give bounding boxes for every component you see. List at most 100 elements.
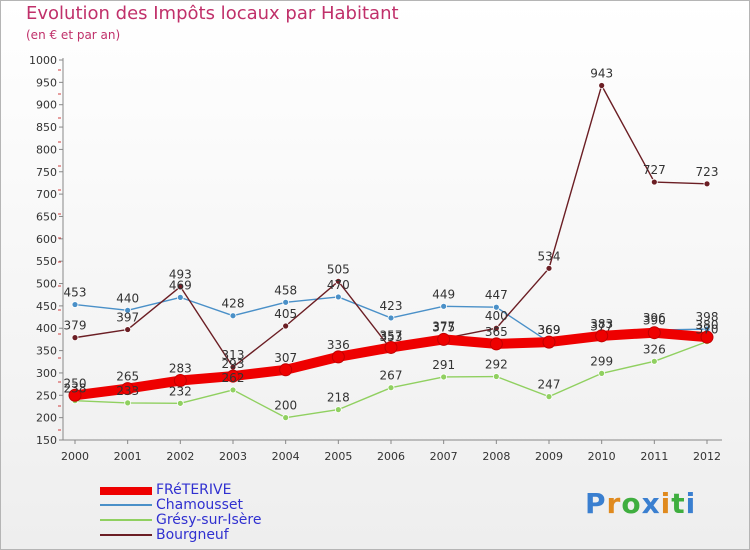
data-label: 326 <box>643 342 666 356</box>
x-tick-label: 2004 <box>272 450 300 463</box>
data-label: 232 <box>169 384 192 398</box>
y-tick-label: 800 <box>36 143 57 156</box>
logo-letter: r <box>606 487 622 520</box>
x-tick-label: 2012 <box>693 450 721 463</box>
data-point <box>176 293 184 301</box>
data-label: 379 <box>64 319 87 333</box>
data-label: 727 <box>643 163 666 177</box>
x-tick-label: 2001 <box>114 450 142 463</box>
data-point <box>492 373 500 380</box>
x-tick-label: 2011 <box>640 450 668 463</box>
logo-letter: x <box>641 487 661 520</box>
data-point <box>647 326 661 340</box>
x-tick-label: 2003 <box>219 450 247 463</box>
y-tick-label: 250 <box>36 389 57 402</box>
data-point <box>598 369 606 377</box>
data-label: 218 <box>327 391 350 405</box>
data-point <box>489 337 503 351</box>
data-point <box>229 386 237 394</box>
y-tick-label: 450 <box>36 300 57 313</box>
data-label: 383 <box>590 317 613 331</box>
y-tick-label: 1000 <box>29 54 57 67</box>
data-label: 299 <box>590 354 613 368</box>
data-label: 238 <box>64 382 87 396</box>
data-label: 313 <box>222 348 245 362</box>
data-point <box>334 406 342 414</box>
data-point <box>229 312 237 320</box>
data-label: 247 <box>538 378 561 392</box>
data-point <box>650 178 658 186</box>
data-point <box>173 374 187 388</box>
data-point <box>703 180 711 188</box>
data-label: 469 <box>169 278 192 292</box>
legend-label: Chamousset <box>156 497 243 513</box>
chart-title: Evolution des Impôts locaux par Habitant <box>26 3 399 24</box>
data-label: 493 <box>169 268 192 282</box>
data-point <box>124 399 132 407</box>
data-point <box>387 314 395 322</box>
data-point <box>71 334 79 342</box>
y-tick-label: 400 <box>36 322 57 335</box>
data-label: 428 <box>222 297 245 311</box>
data-label: 233 <box>116 384 139 398</box>
series-points <box>68 82 714 422</box>
data-point <box>595 329 609 343</box>
chart-subtitle: (en € et par an) <box>26 28 121 42</box>
data-label: 943 <box>590 66 613 80</box>
data-point <box>68 388 82 402</box>
data-label: 447 <box>485 288 508 302</box>
x-tick-label: 2000 <box>61 450 89 463</box>
legend-label: FRéTERIVE <box>156 482 232 498</box>
data-label: 377 <box>590 320 613 334</box>
data-label: 505 <box>327 262 350 276</box>
data-point <box>492 324 500 332</box>
data-label: 292 <box>485 358 508 372</box>
y-tick-label: 650 <box>36 210 57 223</box>
data-label: 723 <box>696 165 719 179</box>
data-label: 267 <box>380 369 403 383</box>
data-label: 453 <box>64 286 87 300</box>
data-label: 262 <box>222 371 245 385</box>
data-label: 377 <box>432 320 455 334</box>
data-point <box>437 332 451 346</box>
data-label: 291 <box>432 358 455 372</box>
y-tick-label: 850 <box>36 121 57 134</box>
x-tick-label: 2007 <box>430 450 458 463</box>
data-label: 534 <box>538 249 561 263</box>
legend-label: Bourgneuf <box>156 527 229 543</box>
x-tick-label: 2005 <box>324 450 352 463</box>
data-label: 470 <box>327 278 350 292</box>
y-tick-label: 900 <box>36 99 57 112</box>
data-label: 400 <box>485 309 508 323</box>
y-tick-label: 300 <box>36 367 57 380</box>
data-labels: 250 265 283 293 307 336 357 375 365 369 383 390 380 4… <box>64 66 719 412</box>
data-label: 423 <box>380 299 403 313</box>
data-point <box>542 335 556 349</box>
data-label: 283 <box>169 362 192 376</box>
data-label: 390 <box>643 314 666 328</box>
logo-letter: t <box>671 487 686 520</box>
data-point <box>121 382 135 396</box>
y-tick-label: 700 <box>36 188 57 201</box>
data-point <box>124 306 132 314</box>
y-tick-label: 950 <box>36 76 57 89</box>
data-point <box>226 369 240 383</box>
data-point <box>384 340 398 354</box>
data-label: 449 <box>432 287 455 301</box>
data-point <box>279 363 293 377</box>
data-label: 396 <box>643 311 666 325</box>
legend-swatch-bourgneuf <box>100 534 152 536</box>
data-point <box>650 357 658 365</box>
axes: 150 200 250 300 350 400 450 500 550 600 650 700 750 8… <box>29 54 722 463</box>
logo-letter: o <box>621 487 642 520</box>
proxiti-logo: Proxiti <box>585 487 696 520</box>
data-point <box>71 301 79 308</box>
data-point <box>387 384 395 392</box>
data-point <box>124 326 132 333</box>
data-label: 375 <box>432 320 455 334</box>
x-tick-label: 2010 <box>588 450 616 463</box>
logo-letter: P <box>585 487 607 520</box>
data-point <box>282 414 290 422</box>
